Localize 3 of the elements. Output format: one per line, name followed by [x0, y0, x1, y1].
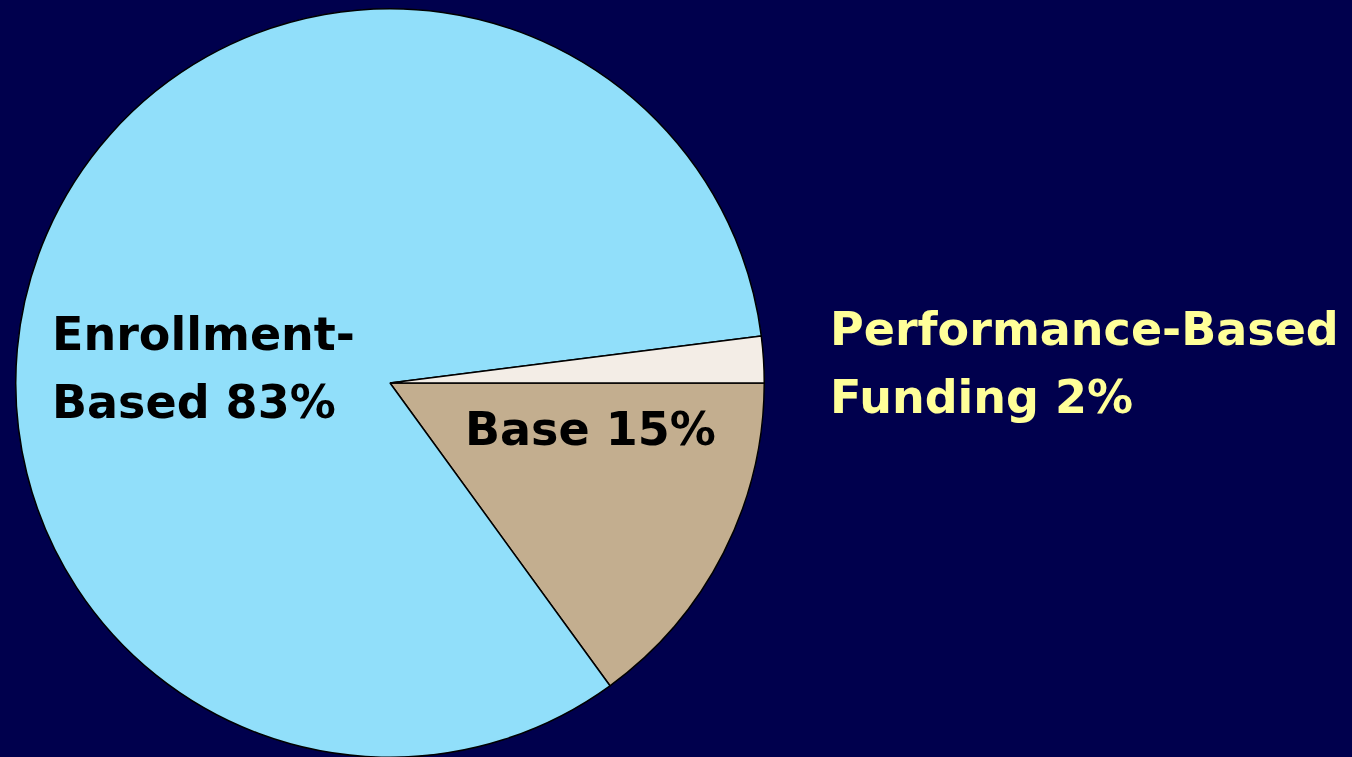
slice-label: Performance-Based Funding 2%	[830, 301, 1339, 424]
slice-label: Enrollment-Based 83%	[52, 306, 355, 429]
slice-label: Base 15%	[465, 401, 716, 456]
